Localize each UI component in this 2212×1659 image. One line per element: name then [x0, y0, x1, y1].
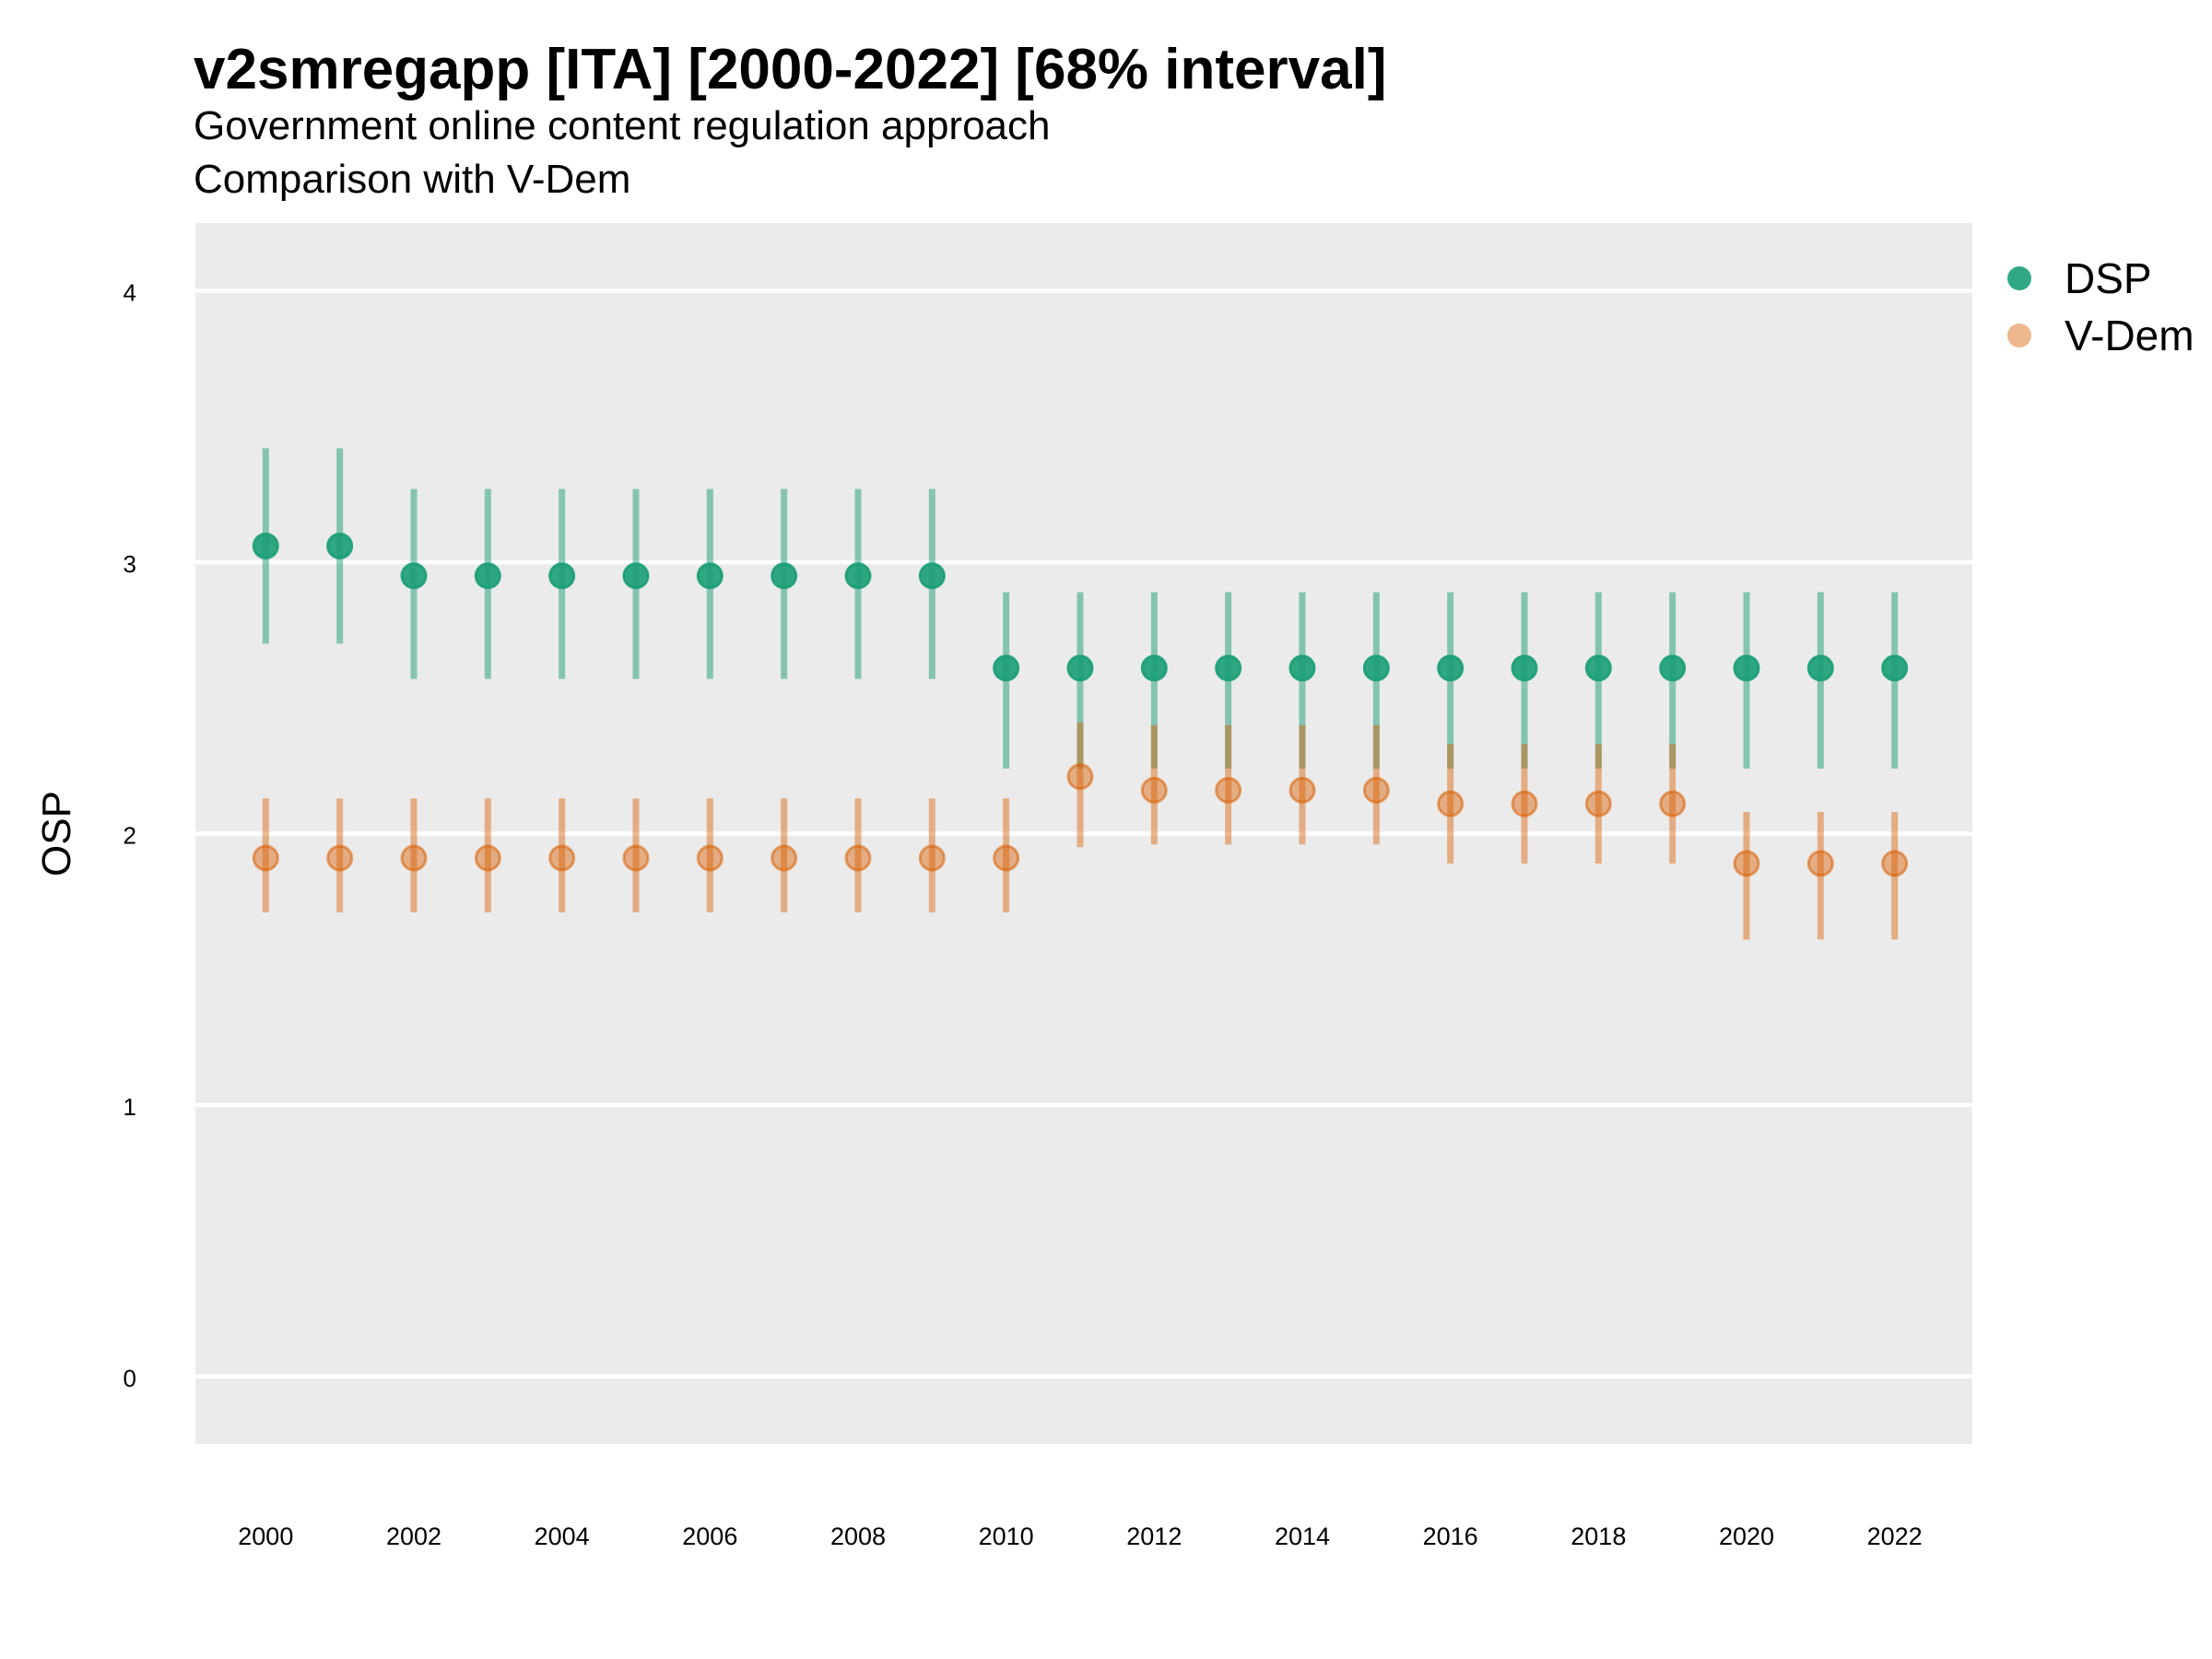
dsp-point-2003	[474, 562, 501, 590]
vdem-point-2003	[474, 844, 501, 872]
vdem-point-2000	[252, 844, 279, 872]
grid-lines	[195, 288, 1972, 1379]
vdem-point-2008	[844, 844, 872, 872]
vdem-point-2002	[400, 844, 428, 872]
dsp-point-2012	[1140, 654, 1168, 682]
vdem-point-2016	[1437, 790, 1465, 818]
legend-dot-dsp	[2007, 266, 2031, 290]
dsp-point-2002	[400, 562, 428, 590]
x-tick-label: 2018	[1571, 1523, 1626, 1550]
dsp-point-2017	[1511, 654, 1538, 682]
x-tick-label: 2014	[1275, 1523, 1330, 1550]
vdem-point-2022	[1881, 850, 1909, 877]
vdem-point-2013	[1215, 776, 1242, 804]
chart-caption: Comparison with V-Dem	[194, 157, 631, 202]
vdem-point-2009	[918, 844, 946, 872]
y-tick-label: 3	[124, 550, 136, 578]
vdem-point-2020	[1733, 850, 1760, 877]
vdem-point-2018	[1584, 790, 1612, 818]
x-tick-label: 2016	[1423, 1523, 1478, 1550]
vdem-point-2007	[771, 844, 798, 872]
dsp-point-2006	[696, 562, 724, 590]
y-tick-label: 0	[124, 1364, 136, 1392]
legend-label-vdem: V-Dem	[2065, 312, 2194, 359]
dsp-point-2019	[1659, 654, 1687, 682]
dsp-point-2009	[918, 562, 946, 590]
x-tick-label: 2002	[386, 1523, 441, 1550]
vdem-point-2015	[1362, 776, 1390, 804]
x-axis-ticks: 2000 2002 2004 2006 2008 2010 2012 2014 2016 2018…	[238, 1523, 1922, 1550]
legend-label-dsp: DSP	[2065, 254, 2152, 302]
y-axis-ticks: 0 1 2 3 4	[124, 279, 136, 1393]
vdem-point-2005	[622, 844, 650, 872]
y-tick-label: 1	[124, 1093, 136, 1121]
dsp-point-2018	[1584, 654, 1612, 682]
y-tick-label: 2	[124, 822, 136, 850]
dsp-point-2022	[1881, 654, 1909, 682]
dsp-point-2016	[1437, 654, 1465, 682]
dsp-point-2004	[548, 562, 576, 590]
vdem-point-2011	[1066, 763, 1094, 791]
x-tick-label: 2020	[1719, 1523, 1774, 1550]
vdem-point-2004	[548, 844, 576, 872]
vdem-point-2017	[1511, 790, 1538, 818]
dsp-point-2013	[1215, 654, 1242, 682]
vdem-point-2010	[993, 844, 1020, 872]
dsp-point-2001	[326, 532, 354, 559]
vdem-point-2001	[326, 844, 354, 872]
dsp-point-2021	[1806, 654, 1834, 682]
dsp-point-2014	[1288, 654, 1316, 682]
data-marks	[252, 448, 1909, 940]
vdem-point-2014	[1288, 776, 1316, 804]
x-tick-label: 2022	[1867, 1523, 1923, 1550]
y-tick-label: 4	[124, 279, 136, 307]
dsp-point-2000	[252, 532, 279, 559]
legend-dot-vdem	[2007, 324, 2031, 347]
dsp-point-2005	[622, 562, 650, 590]
dsp-point-2008	[844, 562, 872, 590]
chart-subtitle: Government online content regulation app…	[194, 103, 1051, 148]
x-tick-label: 2000	[238, 1523, 293, 1550]
dsp-point-2011	[1066, 654, 1094, 682]
x-tick-label: 2012	[1126, 1523, 1182, 1550]
x-tick-label: 2004	[535, 1523, 590, 1550]
x-tick-label: 2006	[682, 1523, 737, 1550]
dsp-point-2020	[1733, 654, 1760, 682]
y-axis-label: OSP	[34, 791, 79, 877]
vdem-point-2021	[1806, 850, 1834, 877]
vdem-point-2012	[1140, 776, 1168, 804]
chart-title: v2smregapp [ITA] [2000-2022] [68% interv…	[194, 38, 1387, 101]
x-tick-label: 2008	[830, 1523, 886, 1550]
vdem-point-2019	[1659, 790, 1687, 818]
dsp-point-2010	[993, 654, 1020, 682]
point-markers	[252, 532, 1909, 877]
dsp-point-2007	[771, 562, 798, 590]
x-tick-label: 2010	[979, 1523, 1034, 1550]
vdem-point-2006	[696, 844, 724, 872]
dsp-point-2015	[1362, 654, 1390, 682]
